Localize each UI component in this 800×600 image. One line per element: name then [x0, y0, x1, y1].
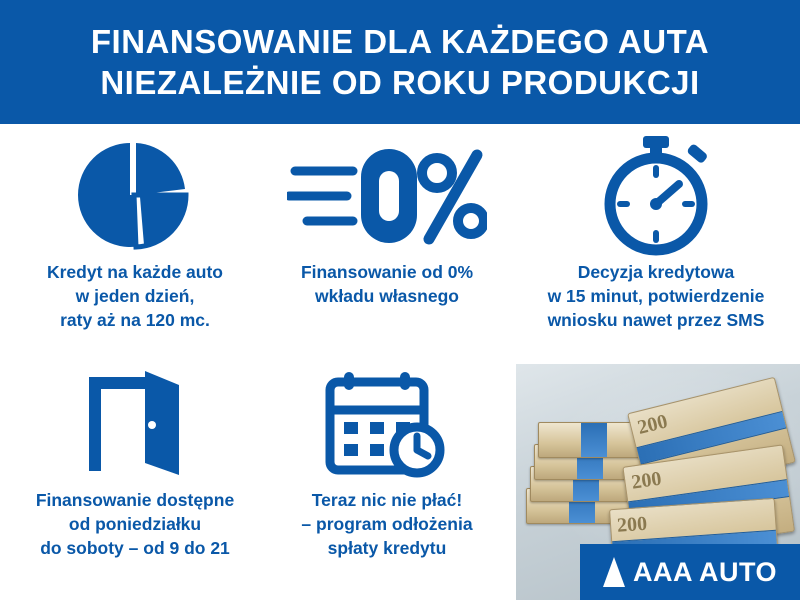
feature-item-credit: Kredyt na każde auto w jeden dzień, raty…	[10, 136, 260, 332]
headline-line-2: NIEZALEŻNIE OD ROKU PRODUKCJI	[100, 64, 700, 101]
poster-header: FINANSOWANIE DLA KAŻDEGO AUTA NIEZALEŻNI…	[0, 0, 800, 124]
banknote-denomination: 200	[635, 410, 670, 440]
calendar-clock-icon	[322, 364, 452, 484]
banknote-denomination: 200	[616, 512, 648, 537]
headline-line-1: FINANSOWANIE DLA KAŻDEGO AUTA	[90, 22, 710, 60]
feature-item-availability: Finansowanie dostępne od poniedziałku do…	[10, 364, 260, 560]
pie-chart-icon	[70, 136, 200, 256]
zero-percent-icon	[287, 136, 487, 256]
feature-text-availability: Finansowanie dostępne od poniedziałku do…	[35, 490, 235, 559]
feature-item-zero-percent: Finansowanie od 0% wkładu własnego	[262, 136, 512, 308]
feature-grid: Kredyt na każde auto w jeden dzień, raty…	[0, 124, 800, 600]
logo-text: AAA AUTO	[633, 556, 777, 587]
feature-item-deferred-payment: Teraz nic nie płać! – program odłożenia …	[262, 364, 512, 560]
feature-text-decision-time: Decyzja kredytowa w 15 minut, potwierdze…	[547, 262, 765, 331]
banknote-bundles-photo: 200 200 200 AAA AUTO	[516, 364, 800, 600]
triangle-logo-icon	[603, 557, 625, 587]
feature-text-deferred-payment: Teraz nic nie płać! – program odłożenia …	[301, 490, 473, 559]
open-door-icon	[75, 364, 195, 484]
stopwatch-icon	[591, 136, 721, 256]
banknote-denomination: 200	[630, 467, 663, 494]
feature-text-zero-percent: Finansowanie od 0% wkładu własnego	[300, 262, 474, 307]
feature-text-credit: Kredyt na każde auto w jeden dzień, raty…	[46, 262, 224, 331]
feature-item-decision-time: Decyzja kredytowa w 15 minut, potwierdze…	[516, 136, 796, 332]
aaa-auto-logo[interactable]: AAA AUTO	[580, 544, 800, 600]
